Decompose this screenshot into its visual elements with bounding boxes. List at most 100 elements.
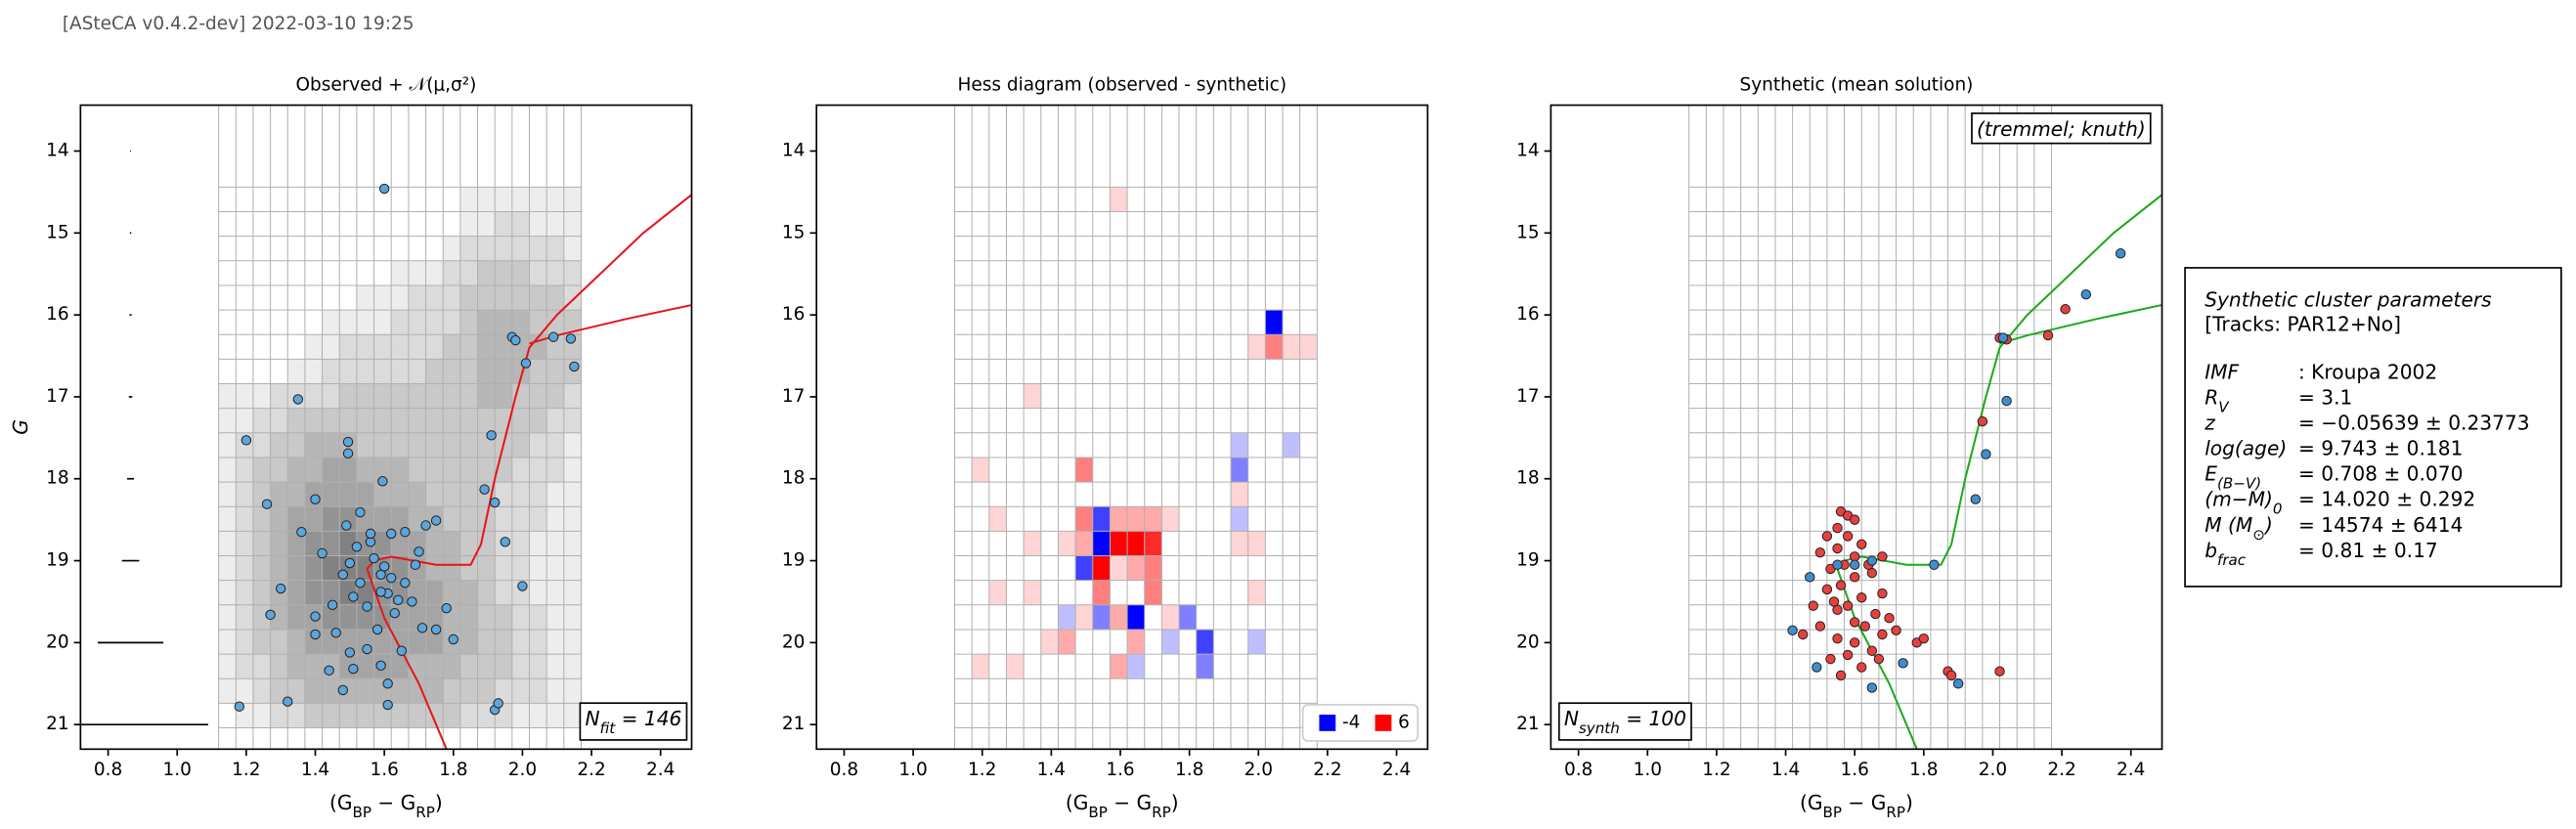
density-cell [287,531,305,556]
density-cell [304,408,323,433]
density-cell [563,678,582,704]
density-cell [218,457,237,483]
point [1884,613,1895,624]
y-axis-label: G [8,419,31,435]
x-tick-label: 1.8 [1909,760,1938,780]
density-cell [477,260,496,285]
density-cell [236,506,253,532]
density-cell [408,678,426,704]
point [500,537,510,547]
density-cell [339,703,357,728]
hess-cell [1024,531,1041,556]
density-cell [563,260,582,285]
density-cell [391,482,409,507]
density-cell [511,506,530,532]
density-cell [477,629,496,655]
point [1898,658,1908,669]
annotation-box [579,702,688,741]
density-cell [270,555,288,581]
density-cell [287,654,305,679]
density-cell [459,432,478,458]
panel-title: Observed + 𝒩(μ,σ²) [295,74,476,95]
y-tick-label: 15 [782,222,806,242]
hess-cell [1247,580,1266,605]
x-tick-label: 2.0 [1979,760,2007,780]
point [1832,559,1843,570]
hess-cell [1247,531,1266,556]
density-cell [495,654,512,679]
density-cell [511,629,530,655]
density-cell [391,383,409,409]
density-cell [322,310,340,335]
hess-cell [1231,482,1248,507]
density-cell [443,236,460,261]
density-cell [529,359,547,384]
density-cell [563,703,582,728]
density-cell [546,383,564,409]
point [382,678,393,689]
x-tick-label: 1.8 [439,760,467,780]
density-cell [236,580,253,605]
density-cell [218,531,237,556]
density-cell [236,383,253,409]
x-tick-label: 1.8 [1175,760,1203,780]
point [1832,543,1843,554]
density-cell [529,260,547,285]
hess-cell [1127,604,1145,630]
param-name: z [2204,411,2215,434]
density-cell [373,408,392,433]
density-cell [339,359,357,384]
density-cell [391,334,409,360]
density-cell [477,580,496,605]
point [310,629,321,640]
density-cell [459,457,478,483]
density-cell [529,408,547,433]
density-cell [373,531,392,556]
density-cell [236,555,253,581]
density-cell [511,457,530,483]
density-cell [322,359,340,384]
point [1859,621,1870,632]
density-cell [408,260,426,285]
density-cell [373,457,392,483]
density-cell [339,629,357,655]
density-cell [511,284,530,311]
param-value: = 3.1 [2298,385,2352,409]
density-cell [477,555,496,581]
density-cell [511,678,530,704]
point [565,333,577,344]
density-cell [322,482,340,507]
hess-cell [1110,654,1128,679]
hess-cell [1024,580,1041,605]
density-cell [270,531,288,556]
point [1952,678,1964,689]
point [1805,572,1815,583]
point [517,581,528,591]
density-cell [511,703,530,728]
hess-cell [1075,457,1093,483]
annotation-box [1971,112,2152,145]
point [1994,666,2005,676]
density-cell [546,310,564,335]
density-cell [495,284,512,311]
density-cell [425,359,444,384]
density-cell [322,383,340,409]
density-cell [218,629,237,655]
point [1891,625,1901,635]
hess-cell [1058,604,1076,630]
hess-cell [1231,432,1248,458]
param-name: M (M⊙) [2205,512,2273,543]
density-cell [459,383,478,409]
density-cell [391,457,409,483]
density-cell [304,334,323,360]
density-cell [252,383,271,409]
density-cell [287,555,305,581]
y-tick-label: 21 [46,714,69,734]
plot-area [953,105,1318,750]
hess-cell [1144,580,1162,605]
density-cell [270,604,288,630]
point [348,663,359,675]
point [441,602,452,614]
density-cell [459,359,478,384]
density-cell [322,408,340,433]
